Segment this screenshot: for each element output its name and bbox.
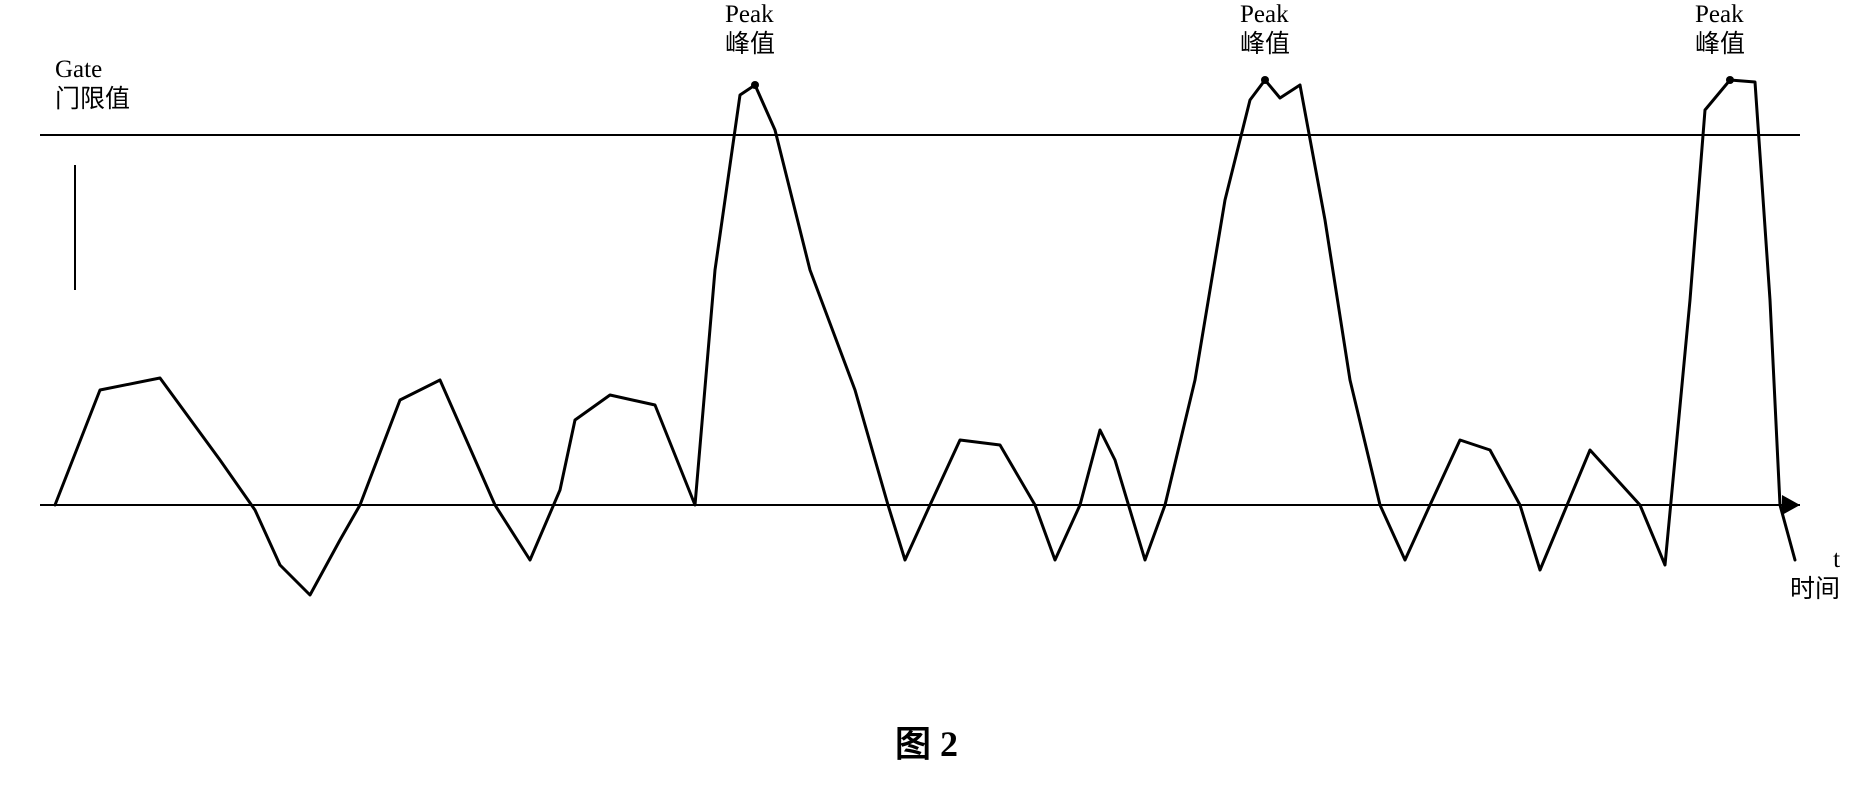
signal-chart: Gate 门限值 Peak 峰值 Peak 峰值 Peak 峰值 t 时间 图 … bbox=[0, 0, 1862, 787]
x-axis-label: t 时间 bbox=[1790, 545, 1840, 605]
chart-svg bbox=[0, 0, 1862, 787]
peak-label-3: Peak 峰值 bbox=[1695, 0, 1745, 60]
peak-label-2: Peak 峰值 bbox=[1240, 0, 1290, 60]
figure-caption: 图 2 bbox=[895, 715, 958, 767]
peak-label-1: Peak 峰值 bbox=[725, 0, 775, 60]
gate-label: Gate 门限值 bbox=[55, 55, 130, 115]
